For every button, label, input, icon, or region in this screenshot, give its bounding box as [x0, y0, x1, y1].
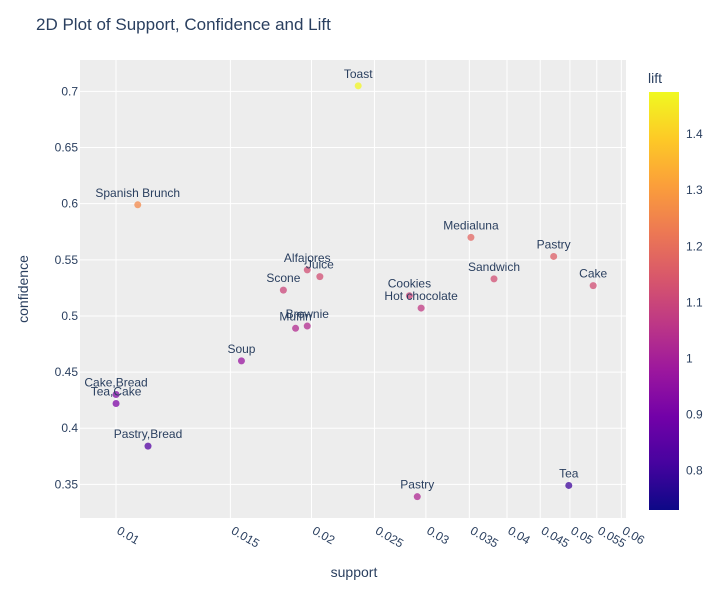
- data-label: Toast: [344, 67, 373, 81]
- colorbar: lift 0.8 0.9 1 1.1 1.2 1.3 1.4: [648, 70, 703, 510]
- colorbar-tick-label: 0.8: [686, 464, 703, 478]
- x-tick-label: 0.04: [505, 523, 533, 547]
- data-label: Spanish Brunch: [95, 186, 180, 200]
- data-label: Juice: [306, 258, 334, 272]
- data-point[interactable]: [303, 322, 311, 330]
- data-point[interactable]: [316, 273, 324, 281]
- plot-background: [80, 60, 626, 518]
- data-point[interactable]: [292, 324, 300, 332]
- data-point[interactable]: [279, 286, 287, 294]
- y-axis-label: confidence: [15, 255, 31, 323]
- data-label: Alfajores: [284, 251, 331, 265]
- data-label: Scone: [266, 271, 300, 285]
- data-points: [112, 82, 597, 501]
- data-label: Tea,Cake: [91, 385, 142, 399]
- data-point[interactable]: [112, 400, 120, 407]
- grid-lines: [80, 60, 626, 518]
- data-label: Brownie: [286, 307, 330, 321]
- x-axis-label: support: [331, 564, 378, 580]
- data-labels: Toast Spanish Brunch Medialuna Pastry Alfajo…: [84, 67, 607, 492]
- data-point[interactable]: [490, 275, 498, 283]
- data-label: Hot chocolate: [384, 289, 458, 303]
- data-label: Pastry,Bread: [114, 427, 182, 441]
- x-tick-labels: 0.01 0.015 0.02 0.025 0.03 0.035 0.04 0.0450.05…: [115, 523, 648, 550]
- data-point[interactable]: [405, 292, 413, 300]
- data-point[interactable]: [144, 442, 152, 450]
- y-tick-label: 0.45: [55, 365, 79, 379]
- data-label: Tea: [559, 466, 579, 480]
- x-tick-label: 0.02: [310, 523, 338, 547]
- y-tick-labels: 0.35 0.4 0.45 0.5 0.55 0.6 0.65 0.7: [55, 84, 79, 491]
- colorbar-tick-labels: 0.8 0.9 1 1.1 1.2 1.3 1.4: [686, 127, 703, 478]
- x-tick-label: 0.015: [229, 523, 262, 550]
- data-point[interactable]: [303, 266, 311, 274]
- data-point[interactable]: [550, 252, 558, 260]
- y-tick-label: 0.65: [55, 141, 79, 155]
- data-point[interactable]: [237, 357, 245, 365]
- data-label: Soup: [227, 342, 255, 356]
- y-tick-label: 0.4: [61, 421, 78, 435]
- colorbar-tick-label: 1.2: [686, 239, 703, 253]
- data-label: Pastry: [537, 237, 571, 251]
- data-point[interactable]: [417, 304, 425, 312]
- data-point[interactable]: [112, 391, 120, 399]
- y-tick-label: 0.5: [61, 309, 78, 323]
- x-tick-label: 0.035: [468, 523, 501, 550]
- x-tick-label: 0.045: [539, 523, 572, 550]
- colorbar-gradient: [649, 92, 679, 510]
- x-tick-label: 0.01: [115, 523, 143, 547]
- x-tick-label: 0.025: [373, 523, 406, 550]
- y-tick-label: 0.35: [55, 477, 79, 491]
- colorbar-tick-label: 1: [686, 352, 693, 366]
- x-tick-label: 0.03: [424, 523, 452, 547]
- x-tick-label: 0.05: [568, 523, 596, 547]
- data-point[interactable]: [354, 82, 362, 90]
- colorbar-tick-label: 0.9: [686, 408, 703, 422]
- y-tick-label: 0.55: [55, 253, 79, 267]
- data-point[interactable]: [413, 493, 421, 501]
- data-point[interactable]: [134, 201, 142, 209]
- data-label: Muffin: [279, 309, 311, 323]
- y-tick-label: 0.7: [61, 84, 78, 98]
- data-label: Cake,Bread: [84, 376, 147, 390]
- colorbar-tick-label: 1.4: [686, 127, 703, 141]
- data-point[interactable]: [589, 282, 597, 290]
- colorbar-tick-label: 1.3: [686, 183, 703, 197]
- y-tick-label: 0.6: [61, 197, 78, 211]
- chart-title: 2D Plot of Support, Confidence and Lift: [36, 15, 331, 34]
- data-label: Cake: [579, 267, 607, 281]
- data-point[interactable]: [565, 481, 573, 489]
- data-label: Cookies: [388, 277, 431, 291]
- colorbar-tick-label: 1.1: [686, 295, 703, 309]
- data-label: Medialuna: [443, 218, 499, 232]
- data-label: Pastry: [400, 478, 434, 492]
- data-label: Sandwich: [468, 260, 520, 274]
- colorbar-title: lift: [648, 70, 662, 86]
- data-point[interactable]: [467, 233, 475, 241]
